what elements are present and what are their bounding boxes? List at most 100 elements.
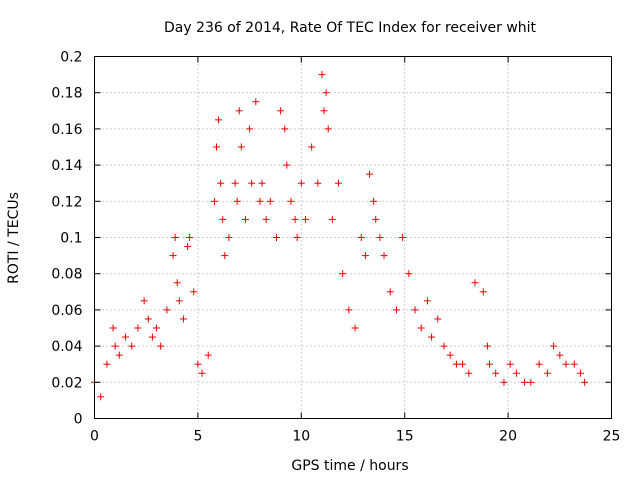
data-point	[157, 342, 165, 350]
data-point	[376, 234, 384, 241]
data-point	[308, 143, 316, 151]
y-tick-label: 0.14	[51, 158, 82, 174]
data-point	[297, 179, 305, 187]
data-point	[328, 215, 336, 223]
y-axis-label: ROTI / TECUs	[6, 192, 22, 284]
data-point	[237, 143, 245, 151]
data-point	[471, 279, 479, 287]
data-point	[576, 369, 584, 377]
data-point	[235, 107, 243, 115]
data-point	[266, 197, 274, 205]
data-point	[512, 369, 520, 377]
y-tick-label: 0.06	[51, 303, 82, 319]
data-point	[434, 315, 442, 323]
data-point	[293, 234, 301, 241]
data-point	[386, 288, 394, 296]
data-point	[213, 143, 221, 151]
data-point	[543, 369, 551, 377]
y-tick-label: 0.18	[51, 86, 82, 102]
data-point	[361, 252, 369, 260]
y-tick-label: 0.16	[51, 122, 82, 138]
data-point	[169, 252, 177, 260]
x-tick-label: 20	[499, 429, 517, 445]
y-tick-label: 0.1	[60, 231, 82, 247]
y-tick-label: 0.12	[51, 194, 82, 210]
y-tick-label: 0.02	[51, 375, 82, 391]
data-point	[153, 324, 161, 332]
data-points	[91, 71, 589, 401]
data-point	[241, 215, 249, 223]
data-point	[411, 306, 419, 314]
data-point	[198, 369, 206, 377]
data-point	[184, 243, 192, 251]
data-point	[562, 360, 570, 368]
data-point	[459, 360, 467, 368]
data-point	[281, 125, 289, 133]
data-point	[492, 369, 500, 377]
data-point	[175, 297, 183, 305]
x-tick-label: 10	[292, 429, 310, 445]
data-point	[277, 107, 285, 115]
x-axis-label: GPS time / hours	[291, 458, 408, 474]
data-point	[556, 351, 564, 359]
data-point	[324, 125, 332, 133]
data-point	[262, 215, 270, 223]
data-point	[163, 306, 171, 314]
data-point	[111, 342, 119, 350]
data-point	[291, 215, 299, 223]
data-point	[366, 170, 374, 178]
data-point	[204, 351, 212, 359]
data-point	[248, 179, 256, 187]
data-point	[527, 378, 535, 386]
data-point	[219, 215, 227, 223]
data-point	[144, 315, 152, 323]
data-point	[452, 360, 460, 368]
data-point	[225, 234, 233, 241]
data-point	[521, 378, 529, 386]
data-point	[179, 315, 187, 323]
data-point	[392, 306, 400, 314]
data-point	[506, 360, 514, 368]
data-point	[173, 279, 181, 287]
data-point	[357, 234, 365, 241]
data-point	[186, 234, 194, 241]
data-point	[128, 342, 136, 350]
data-point	[351, 324, 359, 332]
data-point	[140, 297, 148, 305]
data-point	[372, 215, 380, 223]
data-point	[570, 360, 578, 368]
data-point	[258, 179, 266, 187]
data-point	[335, 179, 343, 187]
data-point	[283, 161, 291, 169]
data-point	[440, 342, 448, 350]
data-point	[500, 378, 508, 386]
data-point	[322, 89, 330, 97]
data-point	[97, 393, 105, 401]
data-point	[399, 234, 407, 241]
data-point	[550, 342, 558, 350]
y-tick-label: 0	[74, 412, 83, 428]
data-point	[465, 369, 473, 377]
data-point	[233, 197, 241, 205]
x-tick-label: 0	[90, 429, 99, 445]
data-point	[134, 324, 142, 332]
data-point	[210, 197, 218, 205]
data-point	[483, 342, 491, 350]
data-point	[314, 179, 322, 187]
data-point	[428, 333, 436, 341]
data-point	[109, 324, 117, 332]
data-point	[318, 71, 326, 79]
data-point	[217, 179, 225, 187]
data-point	[190, 288, 198, 296]
data-point	[479, 288, 487, 296]
data-point	[417, 324, 425, 332]
data-point	[485, 360, 493, 368]
data-point	[405, 270, 413, 278]
data-point	[103, 360, 111, 368]
y-tick-label: 0.2	[60, 50, 82, 66]
data-point	[287, 197, 295, 205]
data-point	[272, 234, 280, 241]
data-point	[535, 360, 543, 368]
data-point	[345, 306, 353, 314]
data-point	[215, 116, 223, 124]
